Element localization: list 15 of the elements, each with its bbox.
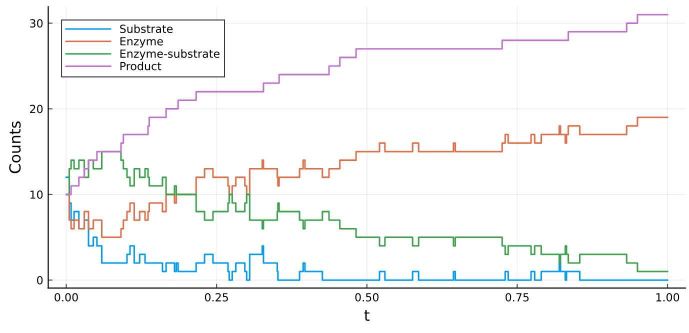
x-tick-label: 0.50	[355, 293, 379, 302]
legend-label: Substrate	[120, 24, 173, 34]
x-tick-label: 0.25	[204, 293, 228, 302]
y-tick-label: 30	[30, 19, 43, 28]
x-tick-label: 0.00	[54, 293, 78, 302]
legend-label: Product	[120, 62, 162, 70]
x-axis-title: t	[364, 310, 370, 321]
x-tick-label: 1.00	[656, 293, 680, 302]
y-axis-title: Counts	[9, 121, 21, 174]
y-tick-label: 10	[30, 190, 43, 199]
legend-label: Enzyme-substrate	[120, 49, 220, 60]
y-tick-label: 20	[30, 104, 43, 114]
y-tick-label: 0	[37, 276, 43, 284]
x-tick-label: 0.75	[506, 293, 529, 302]
legend-label: Enzyme	[120, 37, 163, 48]
